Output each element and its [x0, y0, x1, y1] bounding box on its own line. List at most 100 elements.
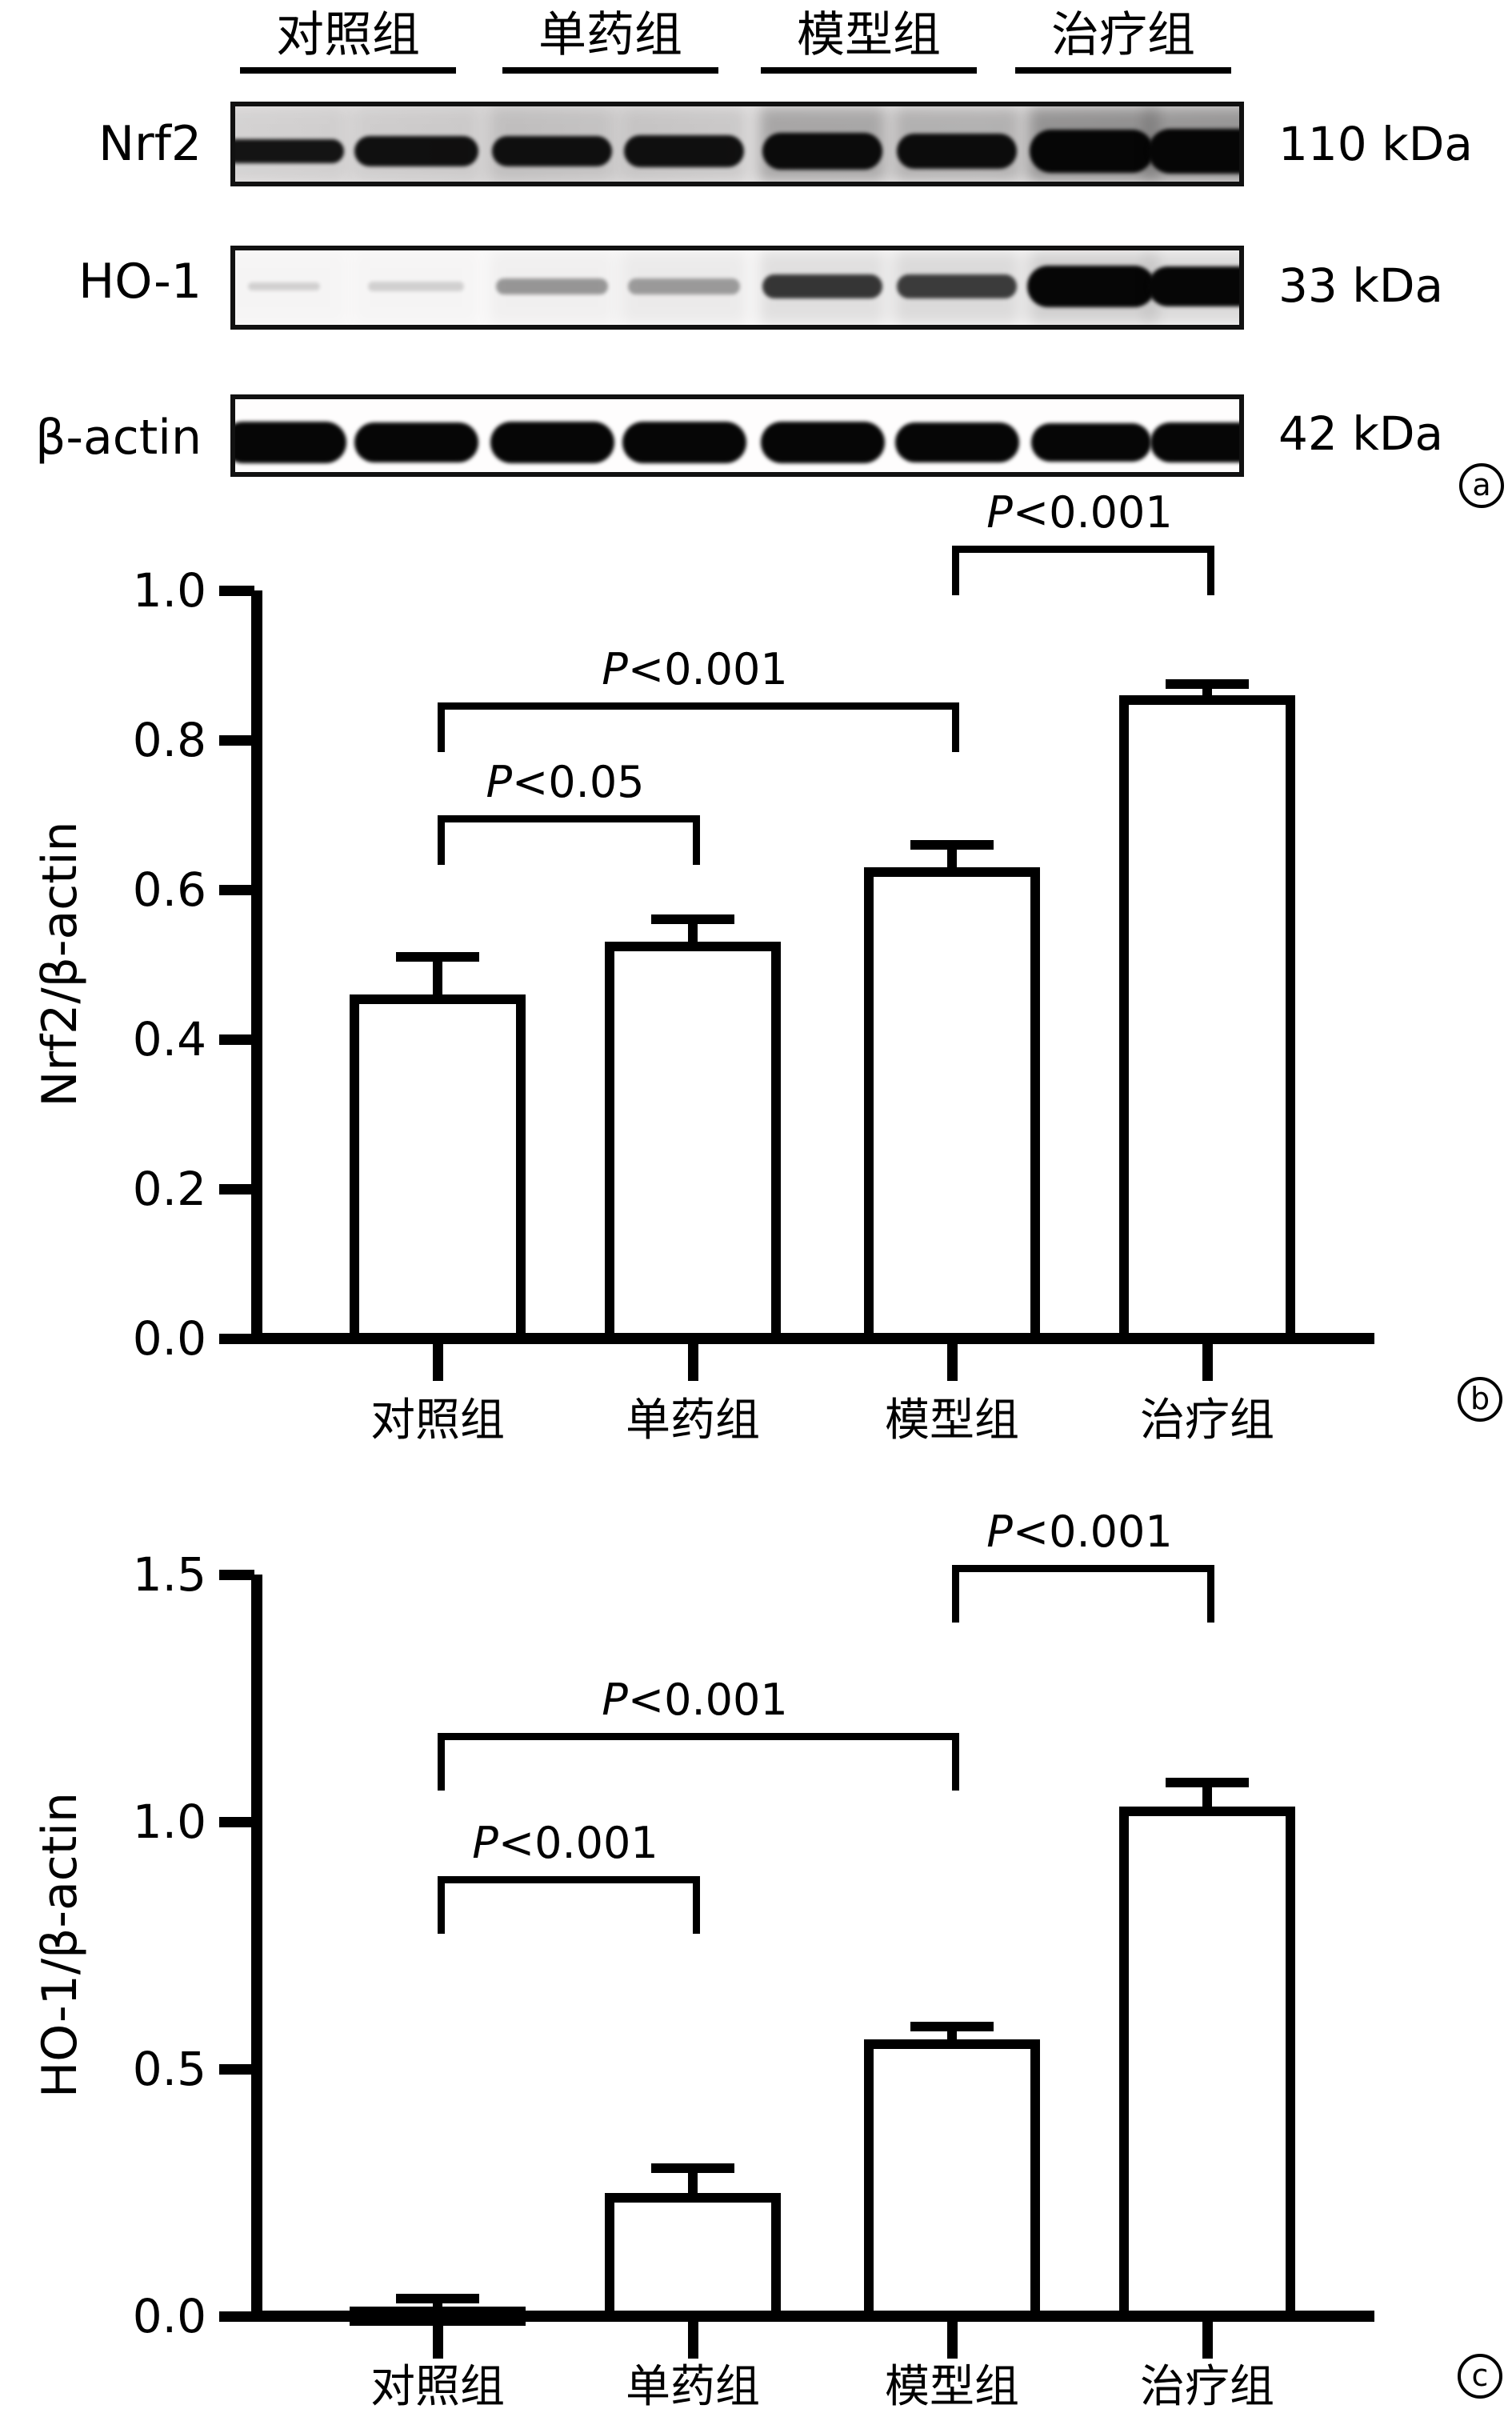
y-tick-label: 0.8: [132, 713, 206, 767]
protein-label-ho1: HO-1: [78, 254, 202, 310]
blot-lane-smear: [620, 250, 748, 325]
error-bar-cap: [910, 2022, 994, 2032]
blot-band: [762, 133, 882, 170]
x-tick-mark: [1202, 1344, 1213, 1381]
blot-band: [1150, 422, 1239, 462]
significance-bracket-right: [693, 1875, 700, 1934]
blot-band: [492, 136, 612, 166]
y-tick-label: 0.5: [132, 2042, 206, 2096]
error-bar-cap: [1166, 678, 1249, 689]
blot-band: [897, 134, 1017, 169]
blot-group-underline: [240, 67, 456, 74]
chart-ho1-bactin: HO-1/β-actin c 0.0 0.5 1.0 1.5 对照组 单药组 模型组 治疗组 P…: [0, 1480, 1512, 2429]
x-tick-label: 对照组: [370, 1395, 505, 1447]
y-tick-mark: [219, 1034, 254, 1045]
bar-治疗组: [1119, 1807, 1295, 2322]
significance-label: P<0.001: [986, 486, 1173, 538]
blot-group-label: 治疗组: [1051, 7, 1195, 63]
significance-bracket-right: [1207, 1564, 1214, 1623]
y-tick-label: 0.0: [132, 2289, 206, 2343]
blot-band: [628, 278, 740, 294]
x-tick-label: 单药组: [626, 2361, 760, 2413]
x-tick-label: 模型组: [885, 2361, 1019, 2413]
significance-bracket-top: [438, 702, 959, 710]
y-tick-label: 0.0: [132, 1311, 206, 1366]
protein-label-bactin: β-actin: [35, 410, 202, 466]
significance-label: P<0.05: [486, 756, 645, 807]
x-axis-line: [251, 1333, 1374, 1344]
x-tick-mark: [947, 1344, 958, 1381]
blot-band: [1148, 266, 1239, 306]
y-tick-label: 0.6: [132, 862, 206, 917]
kda-label-nrf2: 110 kDa: [1278, 117, 1473, 171]
x-tick-label: 单药组: [626, 1395, 760, 1447]
kda-label-bactin: 42 kDa: [1278, 406, 1444, 461]
x-tick-label: 治疗组: [1140, 1395, 1274, 1447]
significance-bracket-left: [438, 702, 445, 753]
significance-label: P<0.001: [986, 1506, 1173, 1557]
blot-image-nrf2: [230, 102, 1244, 186]
y-tick-label: 1.5: [132, 1547, 206, 1602]
bar-对照组: [350, 994, 526, 1344]
blot-band: [490, 422, 614, 463]
y-tick-mark: [219, 2311, 254, 2322]
x-axis-line: [251, 2311, 1374, 2322]
chart-nrf2-bactin: Nrf2/β-actin b 0.0 0.2 0.4 0.6 0.8 1.0 对照组 单药组模…: [0, 487, 1512, 1456]
error-bar-line: [688, 919, 698, 947]
significance-bracket-top: [438, 814, 700, 822]
significance-bracket-left: [952, 545, 959, 595]
significance-label: P<0.001: [602, 1674, 788, 1725]
x-tick-label: 对照组: [370, 2361, 505, 2413]
panel-letter-a: a: [1459, 463, 1504, 508]
blot-group-underline: [761, 67, 977, 74]
y-tick-mark: [219, 1184, 254, 1194]
x-tick-mark: [947, 2322, 958, 2359]
blot-group-label: 单药组: [538, 7, 682, 63]
error-bar-line: [433, 957, 442, 999]
significance-bracket-top: [952, 545, 1214, 553]
x-tick-label: 模型组: [885, 1395, 1019, 1447]
blot-band: [235, 422, 346, 463]
y-tick-mark: [219, 1334, 254, 1344]
blot-band: [1027, 266, 1155, 307]
x-tick-mark: [1202, 2322, 1213, 2359]
blot-band: [1148, 129, 1239, 174]
bar-单药组: [605, 2192, 781, 2322]
error-bar-cap: [910, 839, 994, 850]
y-tick-mark: [219, 586, 254, 596]
error-bar-cap: [396, 2294, 479, 2304]
significance-bracket-left: [438, 814, 445, 865]
bar-单药组: [605, 942, 781, 1344]
error-bar-cap: [1166, 1777, 1249, 1787]
y-tick-mark: [219, 885, 254, 895]
x-tick-mark: [688, 2322, 698, 2359]
error-bar-line: [1202, 1782, 1212, 1812]
y-tick-label: 0.4: [132, 1012, 206, 1066]
blot-band: [496, 278, 608, 294]
blot-group-label: 模型组: [797, 7, 941, 63]
error-bar-cap: [651, 2163, 734, 2173]
panel-letter-c: c: [1458, 2354, 1502, 2399]
blot-band: [760, 422, 885, 463]
kda-label-ho1: 33 kDa: [1278, 258, 1444, 313]
y-tick-mark: [219, 1817, 254, 1827]
x-tick-mark: [688, 1344, 698, 1381]
blot-band: [354, 422, 478, 462]
significance-bracket-right: [952, 702, 959, 753]
blot-band: [762, 274, 882, 298]
blot-band: [897, 274, 1017, 298]
significance-bracket-top: [438, 1732, 959, 1740]
bar-治疗组: [1119, 694, 1295, 1344]
blot-image-bactin: [230, 394, 1244, 477]
blot-band: [368, 282, 464, 291]
y-tick-mark: [219, 2064, 254, 2075]
blot-band: [235, 139, 344, 163]
significance-bracket-top: [438, 1875, 700, 1883]
x-tick-mark: [433, 2322, 443, 2359]
y-tick-label: 0.2: [132, 1162, 206, 1216]
blot-band: [624, 135, 744, 167]
y-tick-mark: [219, 1570, 254, 1580]
bar-模型组: [864, 866, 1040, 1344]
y-tick-mark: [219, 735, 254, 746]
